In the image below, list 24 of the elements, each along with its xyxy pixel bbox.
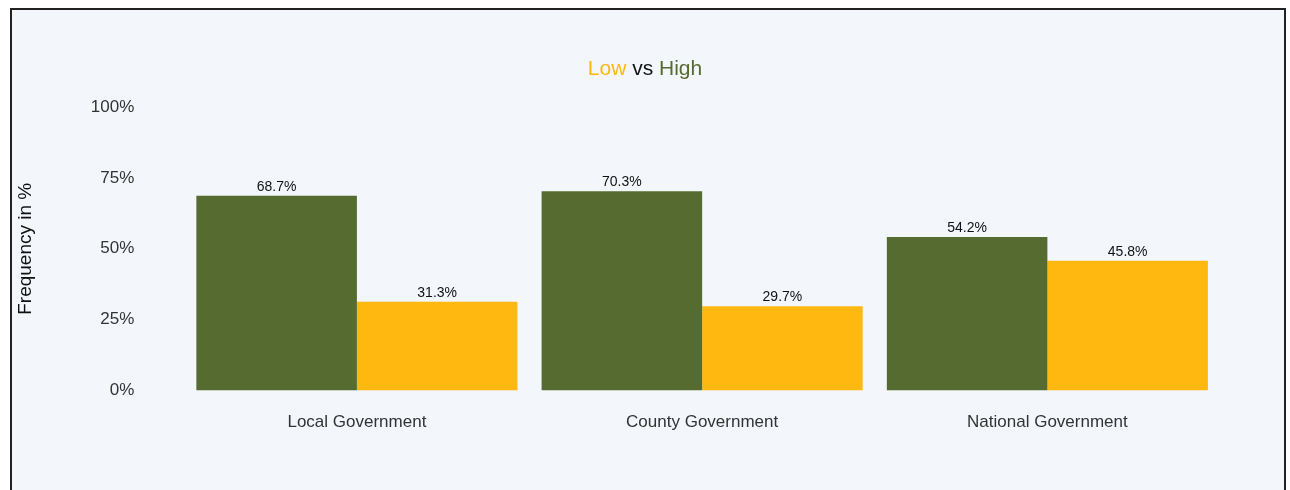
y-tick-label: 100% xyxy=(90,96,135,116)
x-tick-label: National Government xyxy=(967,412,1128,432)
bar xyxy=(1047,260,1208,391)
bar xyxy=(702,306,863,391)
y-tick-label: 25% xyxy=(100,309,135,329)
bar xyxy=(356,301,518,391)
x-tick-label: County Government xyxy=(626,412,779,432)
y-tick-label: 75% xyxy=(100,167,135,187)
data-label: 68.7% xyxy=(256,177,297,194)
y-tick-label: 0% xyxy=(109,380,135,400)
bar xyxy=(886,236,1048,391)
data-label: 29.7% xyxy=(762,288,803,305)
bar xyxy=(196,195,357,391)
data-label: 45.8% xyxy=(1107,242,1148,259)
x-tick-label: Local Government xyxy=(287,412,427,432)
y-axis-title: Frequency in % xyxy=(13,182,35,315)
bar xyxy=(541,191,703,391)
data-label: 54.2% xyxy=(947,218,987,235)
data-label: 31.3% xyxy=(417,283,458,300)
text: vs xyxy=(632,56,654,79)
data-label: 70.3% xyxy=(602,173,642,190)
text: Low xyxy=(587,56,627,79)
text: High xyxy=(659,56,703,79)
y-tick-label: 50% xyxy=(100,238,135,258)
